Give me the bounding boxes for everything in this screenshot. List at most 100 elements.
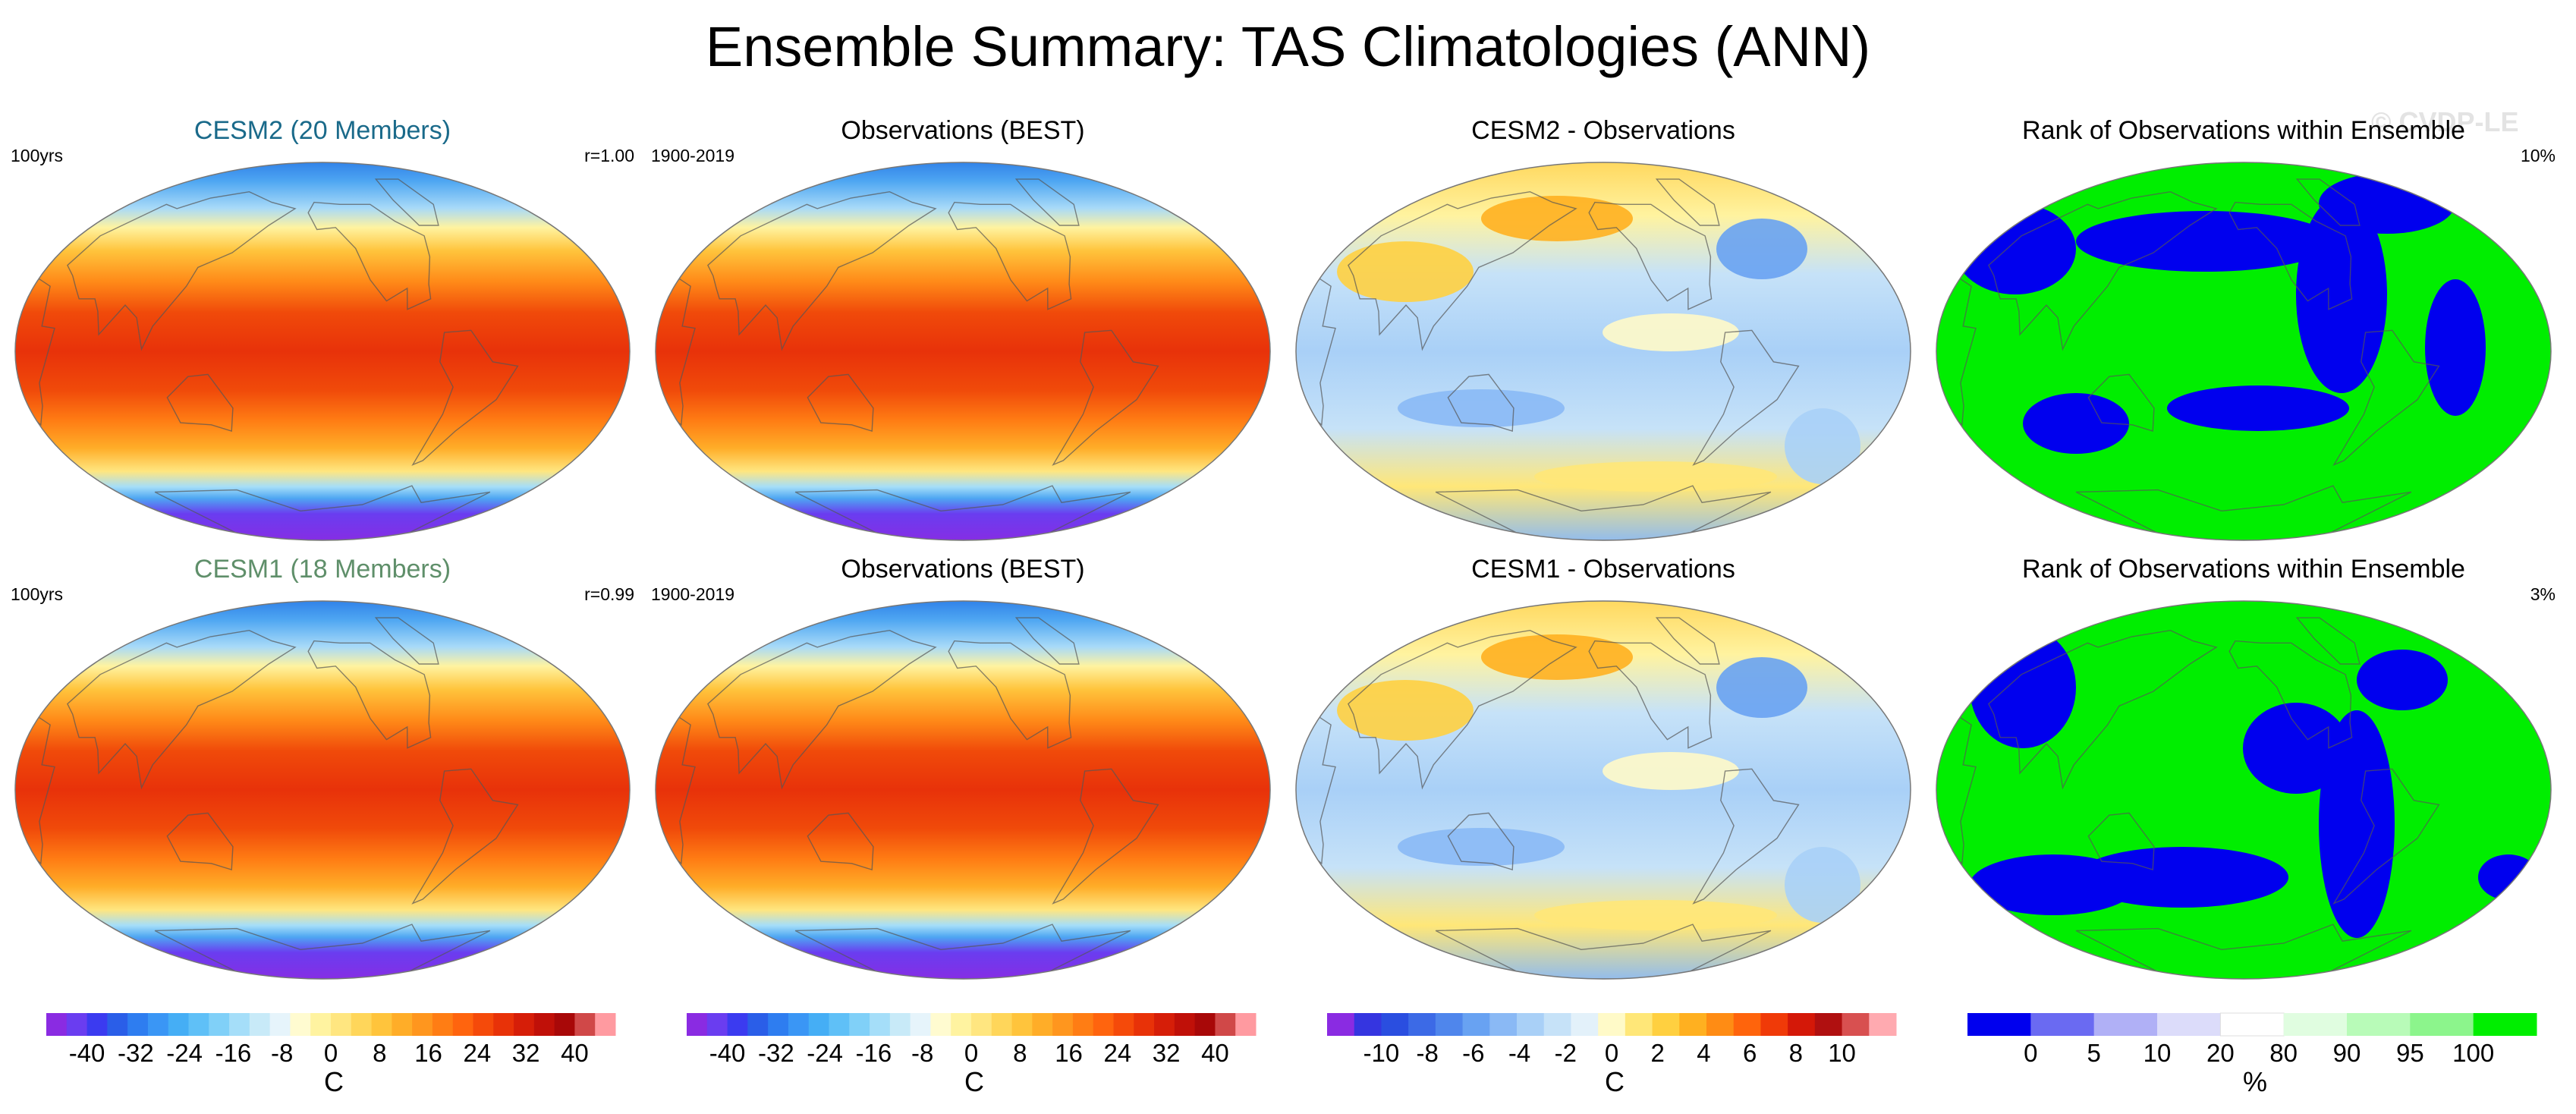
coastline-north-america (2228, 201, 2353, 310)
colorbar: -40 -32 -24 -16 -8 0 8 16 24 32 40 C (686, 1012, 1263, 1103)
panel-title: CESM2 - Observations (1471, 116, 1735, 145)
map-panel: Observations (BEST) 1900-2019 (651, 114, 1275, 554)
colorbar-tick-label: -24 (807, 1039, 843, 1067)
coastline-eurasia (67, 629, 297, 790)
anomaly-region (1337, 680, 1474, 741)
colorbar-swatch (1011, 1013, 1033, 1036)
colorbar-tick-label: -16 (215, 1039, 252, 1067)
colorbar-swatch (1093, 1013, 1114, 1036)
colorbar-swatch (1869, 1013, 1897, 1036)
colorbar: 0 5 10 20 80 90 95 100% (1967, 1012, 2543, 1103)
map-panel: CESM2 - Observations (1291, 114, 1915, 554)
colorbar-tick-label: -8 (911, 1039, 934, 1067)
colorbar-swatch (991, 1013, 1013, 1036)
rank-region (2167, 385, 2349, 431)
rank-region (2319, 710, 2395, 938)
anomaly-region (1785, 408, 1860, 484)
colorbar-tick-label: 40 (1201, 1039, 1229, 1067)
panel-right-label: 10% (2520, 146, 2556, 165)
colorbar-swatch (1215, 1013, 1236, 1036)
colorbar-swatch (554, 1013, 575, 1036)
map-border (1936, 600, 2552, 980)
coastline-eurasia (1988, 190, 2218, 351)
colorbar-swatch (1489, 1013, 1518, 1036)
coastline-greenland (2295, 178, 2361, 226)
map-panel: CESM1 - Observations (1291, 552, 1915, 993)
coastline-south-america (1052, 768, 1159, 905)
colorbar-swatch (1113, 1013, 1134, 1036)
colorbar-swatch (1032, 1013, 1053, 1036)
colorbar-swatch (310, 1013, 332, 1036)
coastline-greenland (1014, 178, 1080, 226)
map-plot (655, 162, 1271, 541)
colorbar: -40 -32 -24 -16 -8 0 8 16 24 32 40 C (46, 1012, 622, 1103)
coastline-south-america (2332, 768, 2440, 905)
colorbar-swatch (870, 1013, 891, 1036)
colorbar-swatch (1814, 1013, 1843, 1036)
colorbar-tick-label: -8 (1416, 1039, 1439, 1067)
colorbar-tick-label: 0 (964, 1039, 979, 1067)
colorbar-tick-label: 24 (1103, 1039, 1132, 1067)
colorbar-swatch (747, 1013, 769, 1036)
map-border (1295, 162, 1911, 541)
colorbar-tick-label: 32 (511, 1039, 540, 1067)
map-plot (14, 162, 631, 541)
map-border (1295, 600, 1911, 980)
anomaly-region (1481, 196, 1633, 241)
panel-title: CESM1 (18 Members) (193, 555, 451, 584)
rank-region (2243, 703, 2349, 794)
rank-region (1970, 854, 2137, 915)
coastline-antarctica (154, 485, 491, 540)
colorbar-swatch (533, 1013, 555, 1036)
watermark: © CVDP-LE (2371, 106, 2519, 137)
colorbar-swatch (930, 1013, 951, 1036)
coastline-south-america (1692, 329, 1800, 466)
colorbar-swatch (1679, 1013, 1707, 1036)
map-plot (1295, 162, 1911, 541)
panel-right-label: 3% (2530, 584, 2556, 604)
panel-title: CESM1 - Observations (1471, 555, 1735, 584)
map-panel: Rank of Observations within Ensemble 10% (1932, 114, 2556, 554)
colorbar-swatch (351, 1013, 373, 1036)
colorbar-tick-label: -10 (1363, 1039, 1400, 1067)
map-panel: CESM2 (20 Members) 100yrs r=1.00 (11, 114, 634, 554)
colorbar-swatch (147, 1013, 169, 1036)
anomaly-region (1716, 219, 1807, 279)
coastline-australia (166, 373, 234, 433)
panel-right-label: r=1.00 (584, 146, 634, 165)
colorbar-swatches (1967, 1012, 2537, 1037)
coastline-north-america (948, 201, 1072, 310)
map-border (1936, 162, 2552, 541)
colorbar-swatch (2410, 1013, 2474, 1036)
colorbar-tick-label: 0 (1604, 1039, 1619, 1067)
colorbar-swatch (229, 1013, 250, 1036)
colorbar-tick-label: 90 (2332, 1039, 2361, 1067)
colorbar-swatch (1842, 1013, 1870, 1036)
coastline-north-america (307, 201, 432, 310)
map-plot (1936, 162, 2552, 541)
coastline-antarctica (2075, 485, 2412, 540)
coastline-australia (2087, 373, 2155, 433)
colorbar-swatch (1733, 1013, 1761, 1036)
colorbar-swatch (574, 1013, 596, 1036)
colorbar-swatch (2283, 1013, 2348, 1036)
coastline-australia (807, 812, 874, 871)
coastline-eurasia (707, 190, 937, 351)
anomaly-region (1603, 313, 1739, 351)
anomaly-region (1603, 752, 1739, 790)
coastline-south-america (411, 768, 519, 905)
colorbar-swatch (687, 1013, 708, 1036)
panel-title: Rank of Observations within Ensemble (2022, 116, 2465, 145)
rank-region (1955, 203, 2076, 294)
map-plot (1936, 600, 2552, 980)
colorbar-tick-label: 6 (1742, 1039, 1757, 1067)
colorbar-tick-label: -16 (855, 1039, 892, 1067)
colorbar-swatch (1235, 1013, 1257, 1036)
panel-title: Observations (BEST) (841, 116, 1085, 145)
coastline-south-america (1052, 329, 1159, 466)
colorbar-swatch (2030, 1013, 2095, 1036)
colorbar-tick-label: 0 (2024, 1039, 2038, 1067)
colorbar-swatch (910, 1013, 931, 1036)
colorbar-swatch (2093, 1013, 2158, 1036)
colorbar-tick-label: 24 (463, 1039, 492, 1067)
